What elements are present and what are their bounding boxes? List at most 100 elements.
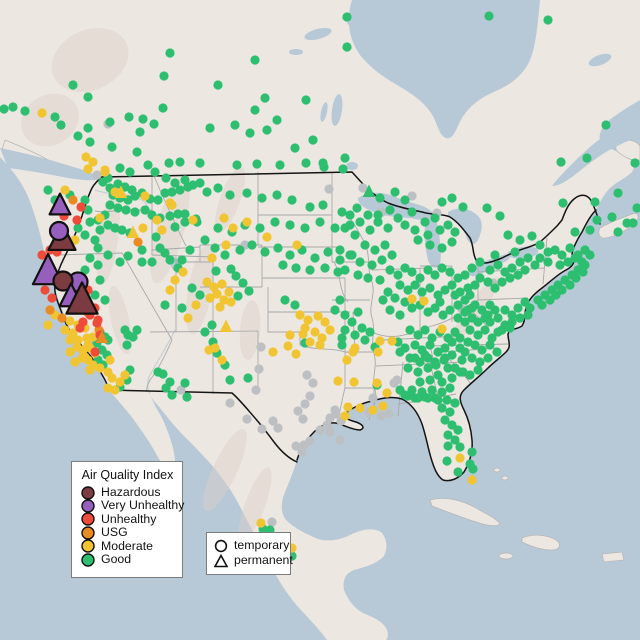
station-dot-good [423, 393, 433, 403]
station-dot-good [337, 207, 347, 217]
station-dot-missing [331, 409, 341, 419]
station-dot-good [460, 347, 470, 357]
station-dot-good [353, 270, 363, 280]
station-dot-moderate [378, 401, 388, 411]
station-dot-good [447, 237, 457, 247]
aqi-legend-label: Very Unhealthy [101, 498, 185, 513]
permanent-triangle-icon [214, 553, 228, 567]
hudson-bay [348, 0, 540, 139]
station-triangle-moderate [219, 319, 233, 333]
station-dot-good [577, 257, 587, 267]
station-dot-good [453, 313, 463, 323]
station-dot-moderate [310, 327, 320, 337]
station-dot-good [485, 265, 495, 275]
station-dot-good [473, 317, 483, 327]
station-dot-good [244, 286, 254, 296]
station-dot-good [161, 173, 171, 183]
station-dot-good [373, 210, 383, 220]
station-dot-good [83, 92, 93, 102]
station-dot-good [235, 245, 245, 255]
station-dot-good [90, 290, 100, 300]
station-dot-good [165, 48, 175, 58]
station-dot-good [340, 325, 350, 335]
aqi-legend-item-good: Good [81, 552, 182, 567]
station-dot-good [378, 295, 388, 305]
moderate-swatch-icon [81, 539, 95, 553]
station-dot-good [260, 93, 270, 103]
usg-swatch-icon [81, 526, 95, 540]
station-dot-moderate [283, 341, 293, 351]
station-dot-good [165, 211, 175, 221]
lake-huron [448, 208, 482, 244]
station-dot-good [355, 217, 365, 227]
station-dot-good [352, 203, 362, 213]
station-dot-good [387, 250, 397, 260]
station-dot-good [632, 203, 640, 213]
station-dot-good [427, 385, 437, 395]
station-dot-good [563, 257, 573, 267]
station-dot-good [557, 285, 567, 295]
station-dot-good [407, 303, 417, 313]
station-dot-unhealthy [92, 318, 102, 328]
station-dot-good [353, 307, 363, 317]
station-dot-good [513, 270, 523, 280]
station-dot-good [207, 320, 217, 330]
station-dot-good [443, 441, 453, 451]
station-dot-good [453, 273, 463, 283]
station-dot-good [242, 188, 252, 198]
bahamas-island [493, 467, 501, 473]
station-dot-good [425, 283, 435, 293]
aqi-legend: Air Quality Index Hazardous Very Unhealt… [71, 461, 185, 578]
station-dot-good [278, 260, 288, 270]
station-dot-good [250, 55, 260, 65]
station-dot-good [120, 325, 130, 335]
station-dot-good [123, 251, 133, 261]
station-dot-good [272, 115, 282, 125]
station-dot-good [272, 190, 282, 200]
station-dot-good [164, 158, 174, 168]
us-canada-border [101, 171, 601, 264]
station-dot-good [342, 42, 352, 52]
station-dot-good [460, 270, 470, 280]
station-dot-good [245, 128, 255, 138]
station-dot-moderate [387, 336, 397, 346]
station-dot-moderate [60, 185, 70, 195]
station-dot-good [590, 197, 600, 207]
station-dot-good [95, 275, 105, 285]
station-dot-missing [305, 391, 315, 401]
station-dot-missing [368, 393, 378, 403]
station-dot-good [377, 255, 387, 265]
station-dot-good [128, 332, 138, 342]
station-dot-good [420, 217, 430, 227]
canada-lake [588, 53, 612, 67]
juan-de-fuca-strait [0, 148, 102, 181]
station-dot-good [453, 425, 463, 435]
station-dot-moderate [382, 388, 392, 398]
aqi-legend-title: Air Quality Index [81, 468, 174, 482]
station-dot-good [85, 137, 95, 147]
station-dot-good [415, 273, 425, 283]
station-dot-missing [324, 184, 334, 194]
lake-manitoba [320, 102, 328, 122]
station-dot-good [337, 333, 347, 343]
station-dot-good [475, 257, 485, 267]
station-dot-moderate [43, 320, 53, 330]
station-dot-good [578, 267, 588, 277]
station-dot-good [205, 123, 215, 133]
station-dot-moderate [178, 267, 188, 277]
station-dot-good [492, 347, 502, 357]
marker-legend-label: permanent [234, 553, 293, 567]
canada-lake [304, 27, 332, 41]
station-dot-good [160, 300, 170, 310]
station-dot-missing [298, 414, 308, 424]
station-dot-good [73, 223, 83, 233]
station-dot-missing [256, 342, 266, 352]
station-dot-good [150, 167, 160, 177]
lake-of-the-woods [346, 162, 358, 170]
station-dot-good [187, 283, 197, 293]
station-dot-good [363, 210, 373, 220]
station-dot-good [180, 175, 190, 185]
station-dot-good [470, 300, 480, 310]
station-dot-good [113, 179, 123, 189]
station-dot-moderate [373, 347, 383, 357]
